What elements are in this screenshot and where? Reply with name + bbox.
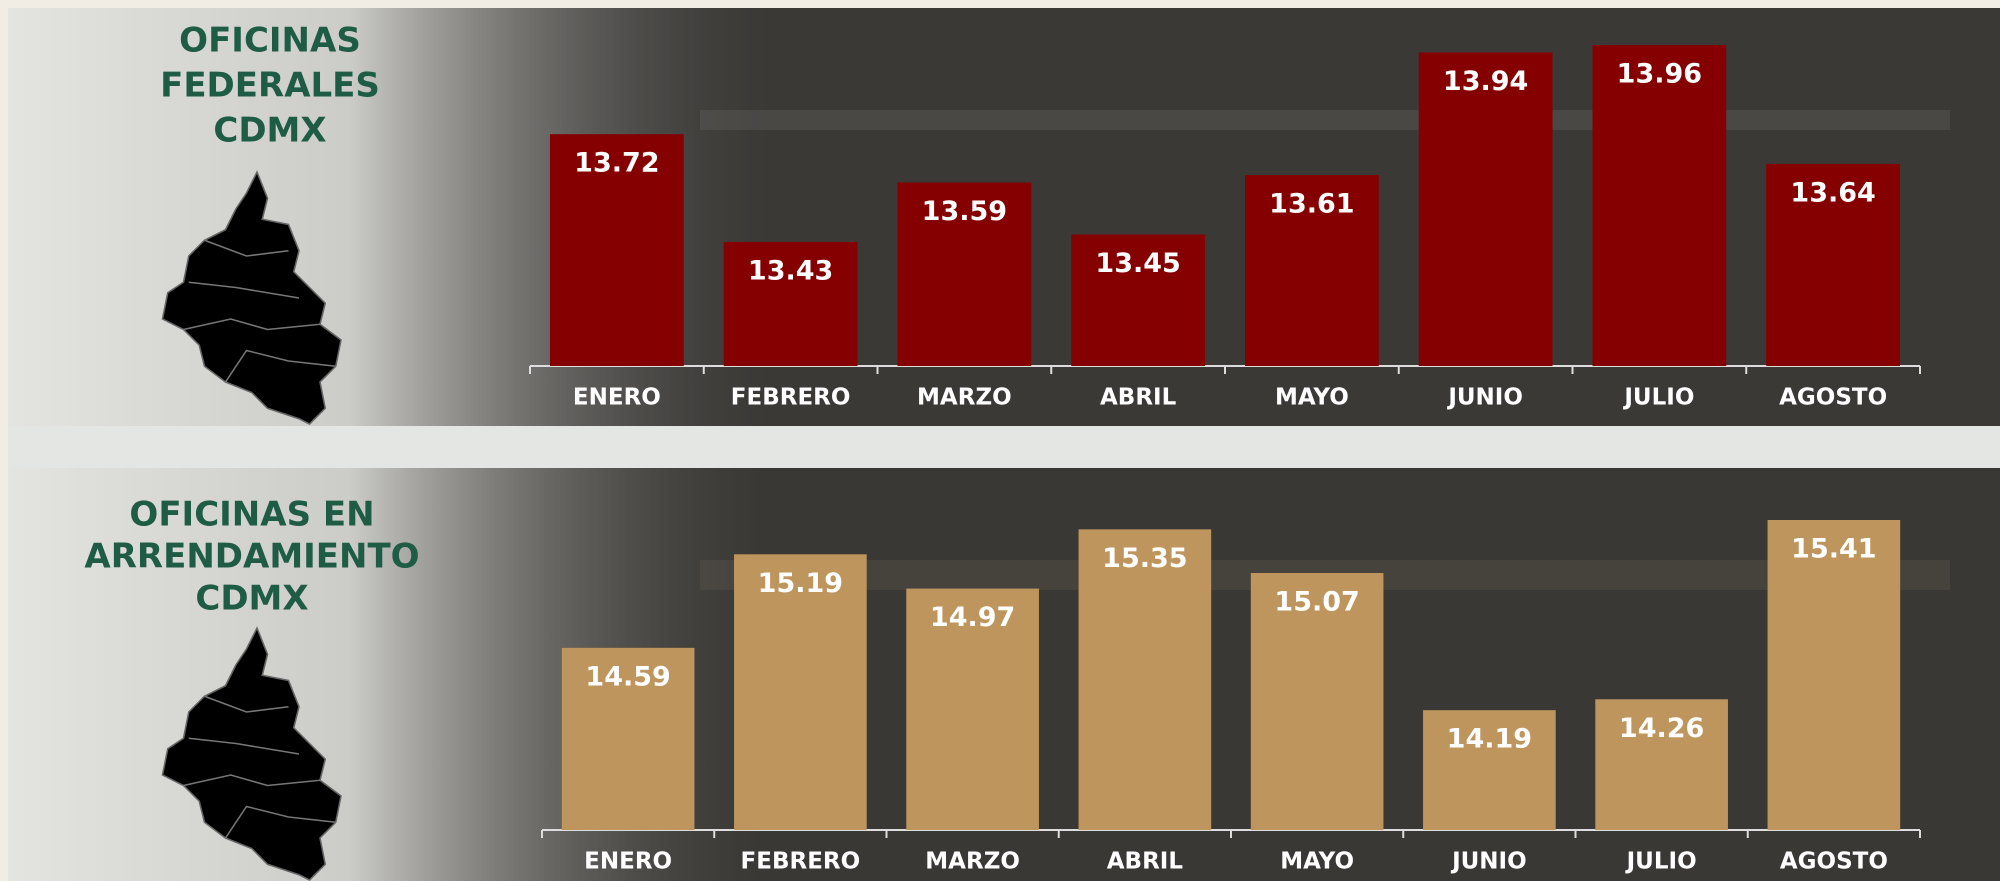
infographic: OFICINAS FEDERALES CDMX ENERO 13.72 FEBRERO 13… [0, 0, 2000, 881]
value-label: 13.96 [1617, 59, 1702, 90]
x-tick-label: JUNIO [1450, 849, 1527, 875]
value-label: 14.97 [930, 602, 1015, 633]
value-label: 14.59 [585, 661, 670, 692]
value-label: 15.19 [758, 568, 843, 599]
value-label: 13.43 [748, 255, 833, 286]
divider-band [8, 426, 2000, 468]
bar [1079, 529, 1212, 830]
bar [1592, 45, 1726, 366]
x-tick-label: JULIO [1625, 849, 1697, 875]
value-label: 13.64 [1790, 177, 1875, 208]
x-tick-label: AGOSTO [1780, 849, 1888, 875]
x-tick-label: MAYO [1280, 849, 1354, 875]
x-tick-label: JULIO [1622, 385, 1694, 411]
x-tick-label: AGOSTO [1779, 385, 1887, 411]
x-tick-label: FEBRERO [731, 385, 851, 411]
x-tick-label: ABRIL [1100, 385, 1177, 411]
value-label: 15.41 [1791, 534, 1876, 565]
x-tick-label: ABRIL [1107, 849, 1184, 875]
value-label: 14.19 [1447, 724, 1532, 755]
value-label: 15.35 [1102, 543, 1187, 574]
value-label: 13.61 [1269, 189, 1354, 220]
chart-title: FEDERALES [160, 66, 380, 106]
background-shelf [700, 110, 1950, 130]
value-label: 13.45 [1095, 248, 1180, 279]
x-tick-label: JUNIO [1446, 385, 1523, 411]
x-tick-label: ENERO [573, 385, 661, 411]
x-tick-label: MAYO [1275, 385, 1349, 411]
x-tick-label: MARZO [917, 385, 1012, 411]
x-tick-label: FEBRERO [741, 849, 861, 875]
bar [1419, 52, 1553, 366]
chart-title: CDMX [213, 111, 326, 151]
x-tick-label: MARZO [925, 849, 1020, 875]
chart-title: OFICINAS EN [129, 495, 374, 535]
value-label: 13.94 [1443, 66, 1528, 97]
x-tick-label: ENERO [584, 849, 672, 875]
value-label: 15.07 [1274, 587, 1359, 618]
bar [1768, 520, 1901, 830]
value-label: 13.59 [922, 196, 1007, 227]
chart-title: CDMX [195, 579, 308, 619]
value-label: 14.26 [1619, 713, 1704, 744]
chart-title: OFICINAS [179, 21, 361, 61]
chart-title: ARRENDAMIENTO [84, 537, 419, 577]
value-label: 13.72 [574, 148, 659, 179]
